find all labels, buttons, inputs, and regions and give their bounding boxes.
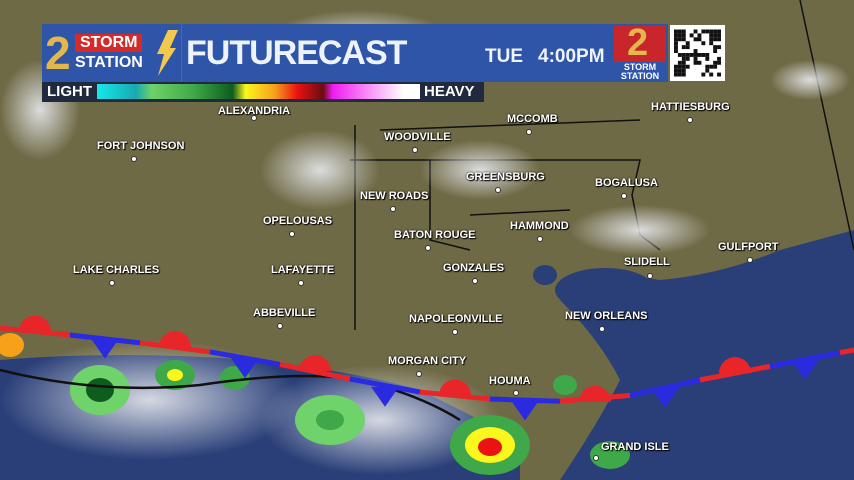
city-label: SLIDELL bbox=[624, 256, 670, 268]
city-label: MORGAN CITY bbox=[388, 355, 467, 367]
forecast-time: 4:00PM bbox=[538, 46, 605, 67]
logo-storm: STORM bbox=[75, 34, 143, 52]
city-dot bbox=[131, 156, 137, 162]
front-segment bbox=[279, 361, 351, 382]
city-dot bbox=[289, 231, 295, 237]
city-label: OPELOUSAS bbox=[263, 215, 333, 227]
city-dot bbox=[472, 278, 478, 284]
title-bar: FUTURECAST TUE 4:00PM bbox=[182, 24, 612, 82]
page-title: FUTURECAST bbox=[186, 34, 407, 72]
city-dot bbox=[647, 273, 653, 279]
warm-front-semicircle bbox=[579, 385, 611, 402]
city-label: FORT JOHNSON bbox=[97, 140, 185, 152]
cold-front-triangle bbox=[371, 386, 399, 407]
city-dot bbox=[452, 329, 458, 335]
front-segment bbox=[349, 376, 421, 395]
header-banner: 2 STORM STATION FUTURECAST TUE 4:00PM 2 … bbox=[42, 24, 726, 82]
city-label: GONZALES bbox=[443, 262, 505, 274]
city-dot bbox=[526, 129, 532, 135]
cold-front-triangle bbox=[511, 400, 539, 421]
city-dot bbox=[277, 323, 283, 329]
city-label: BATON ROUGE bbox=[394, 229, 476, 241]
legend-light: LIGHT bbox=[47, 83, 92, 100]
qr-code-icon bbox=[670, 25, 725, 81]
city-dot bbox=[537, 236, 543, 242]
warm-front-semicircle bbox=[159, 331, 191, 347]
cold-front-triangle bbox=[651, 387, 679, 408]
state-borders bbox=[350, 0, 854, 330]
city-label: ALEXANDRIA bbox=[218, 105, 291, 117]
stationary-front bbox=[0, 315, 854, 421]
city-label: ABBEVILLE bbox=[253, 307, 316, 319]
city-dot bbox=[593, 455, 599, 461]
city-dot bbox=[412, 147, 418, 153]
city-label: LAFAYETTE bbox=[271, 264, 335, 276]
city-dot bbox=[495, 187, 501, 193]
front-segment bbox=[139, 340, 211, 355]
city-label: HOUMA bbox=[489, 375, 531, 387]
precip-legend: LIGHT HEAVY bbox=[42, 82, 484, 102]
warm-front-semicircle bbox=[719, 357, 751, 374]
channel-logo-background bbox=[614, 26, 666, 62]
city-dot bbox=[513, 390, 519, 396]
warm-front-semicircle bbox=[19, 315, 51, 332]
channel-number: 2 bbox=[627, 24, 649, 64]
legend-color-bar bbox=[97, 84, 420, 99]
cold-front-triangle bbox=[91, 338, 119, 359]
city-dot bbox=[416, 371, 422, 377]
city-label: GRAND ISLE bbox=[601, 441, 669, 453]
city-label: HATTIESBURG bbox=[651, 101, 730, 113]
city-dot bbox=[298, 280, 304, 286]
city-dot bbox=[687, 117, 693, 123]
city-label: NAPOLEONVILLE bbox=[409, 313, 503, 325]
coastline-black bbox=[0, 368, 461, 422]
front-segment bbox=[489, 396, 561, 404]
city-label: LAKE CHARLES bbox=[73, 264, 160, 276]
lightning-bolt-icon bbox=[157, 30, 178, 76]
front-segment bbox=[209, 349, 281, 367]
city-label: WOODVILLE bbox=[384, 131, 451, 143]
channel-text: STORM STATION bbox=[620, 62, 660, 81]
city-label: MCCOMB bbox=[507, 113, 558, 125]
lake-pontchartrain bbox=[555, 268, 655, 312]
forecast-day: TUE bbox=[485, 46, 523, 67]
logo-number: 2 bbox=[45, 27, 71, 79]
city-label: NEW ORLEANS bbox=[565, 310, 648, 322]
cold-front-triangle bbox=[231, 358, 259, 379]
city-dot bbox=[621, 193, 627, 199]
city-label: NEW ROADS bbox=[360, 190, 429, 202]
lake-maurepas bbox=[533, 265, 557, 285]
logo-station: STATION bbox=[75, 54, 143, 71]
city-dot bbox=[425, 245, 431, 251]
city-label: GULFPORT bbox=[718, 241, 779, 253]
storm-station-logo: 2 STORM STATION bbox=[42, 24, 181, 82]
channel-logo: 2 STORM STATION bbox=[612, 24, 668, 82]
city-label: GREENSBURG bbox=[466, 171, 545, 183]
city-dot bbox=[109, 280, 115, 286]
city-dot bbox=[747, 257, 753, 263]
radar-echoes bbox=[0, 333, 630, 475]
city-dot bbox=[599, 326, 605, 332]
city-label: HAMMOND bbox=[510, 220, 569, 232]
front-segment bbox=[839, 347, 854, 356]
cold-front-triangle bbox=[791, 359, 819, 380]
city-dot bbox=[251, 115, 257, 121]
warm-front-semicircle bbox=[299, 355, 331, 372]
city-label: BOGALUSA bbox=[595, 177, 658, 189]
legend-heavy: HEAVY bbox=[424, 83, 475, 100]
warm-front-semicircle bbox=[439, 379, 471, 396]
city-dot bbox=[390, 206, 396, 212]
